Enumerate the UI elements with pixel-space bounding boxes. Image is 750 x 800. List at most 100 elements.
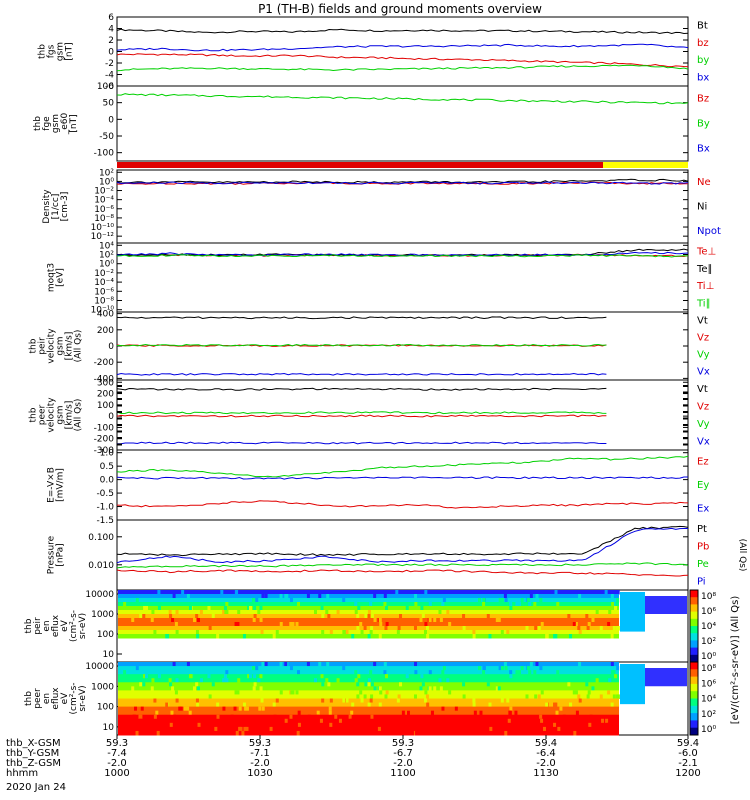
heatmap-speckle: [426, 702, 430, 708]
heatmap-speckle: [214, 726, 218, 732]
heatmap-speckle: [428, 670, 432, 675]
y-tick-label: 200: [97, 390, 114, 400]
y-axis-label: _e60: [60, 112, 70, 135]
heatmap-band: [118, 686, 619, 691]
heatmap-speckle: [542, 726, 546, 732]
heatmap-band: [118, 618, 619, 623]
colorbar-segment: [690, 705, 698, 714]
heatmap-speckle: [446, 678, 450, 683]
heatmap-speckle: [319, 718, 323, 724]
y-axis-label: sr-eV): [78, 685, 88, 711]
heatmap-speckle: [515, 602, 519, 607]
heatmap-speckle: [257, 610, 261, 615]
heatmap-speckle: [191, 726, 195, 732]
colorbar-tick-label: 10⁴: [701, 695, 716, 705]
heatmap-speckle: [595, 678, 599, 683]
heatmap-speckle: [223, 606, 227, 611]
y-axis-label: thb: [24, 691, 34, 706]
heatmap-band: [118, 710, 619, 716]
x-tick-label: 1100: [390, 768, 415, 779]
heatmap-speckle: [383, 662, 387, 667]
colorbar-tick-label: 10⁶: [701, 607, 716, 617]
heatmap-speckle: [329, 630, 333, 635]
heatmap-speckle: [517, 670, 521, 675]
x-tick-label: 59.3: [249, 738, 271, 749]
series-line-Ti∥: [116, 254, 689, 258]
heatmap-speckle: [561, 722, 565, 728]
heatmap-speckle: [220, 590, 224, 595]
colorbar-tick-label: 10²: [701, 637, 716, 647]
heatmap-speckle: [517, 602, 521, 607]
y-axis-label: [km/s]: [65, 332, 75, 361]
heatmap-speckle: [535, 594, 539, 599]
heatmap-speckle: [539, 714, 543, 720]
heatmap-speckle: [539, 598, 543, 603]
heatmap-speckle: [255, 730, 259, 736]
heatmap-speckle: [495, 718, 499, 724]
heatmap-speckle: [556, 602, 560, 607]
heatmap-speckle: [253, 674, 257, 679]
heatmap-speckle: [338, 718, 342, 724]
heatmap-speckle: [421, 682, 425, 687]
y-axis-label: sr-eV): [78, 613, 88, 639]
heatmap-speckle: [150, 618, 154, 623]
heatmap-speckle: [441, 706, 445, 712]
heatmap-speckle: [165, 702, 169, 708]
colorbar-frame: [689, 661, 699, 736]
heatmap-speckle: [258, 706, 262, 712]
x-row-label: hhmm: [6, 768, 38, 779]
heatmap-speckle: [384, 626, 388, 631]
heatmap-speckle: [554, 590, 558, 595]
heatmap-speckle: [607, 722, 611, 728]
heatmap-speckle: [140, 706, 144, 712]
heatmap-speckle: [251, 598, 255, 603]
heatmap-speckle: [488, 702, 492, 708]
panel-frame: [116, 16, 689, 87]
heatmap-speckle: [188, 674, 192, 679]
heatmap-band: [118, 718, 619, 724]
series-line-By: [116, 93, 689, 105]
heatmap-speckle: [144, 674, 148, 679]
heatmap-speckle: [406, 710, 410, 716]
y-tick-label: -300: [94, 446, 115, 456]
heatmap-speckle: [482, 670, 486, 675]
heatmap-speckle: [533, 602, 537, 607]
heatmap-speckle: [567, 682, 571, 687]
heatmap-speckle: [411, 590, 415, 595]
x-tick-label: -2.0: [107, 758, 127, 769]
heatmap-speckle: [428, 602, 432, 607]
heatmap-speckle: [540, 622, 544, 627]
colorbar-tick-label: 10⁰: [701, 725, 716, 735]
heatmap-speckle: [342, 630, 346, 635]
series-line-Pb: [116, 569, 689, 577]
colorbar-segment: [690, 633, 698, 641]
y-tick-label: -100: [94, 423, 115, 433]
heatmap-speckle: [486, 682, 490, 687]
heatmap-speckle: [272, 634, 276, 639]
y-tick-label: 10⁰: [99, 260, 114, 270]
colorbar-segment: [690, 698, 698, 707]
colorbar-segment: [690, 662, 698, 670]
heatmap-speckle: [363, 694, 367, 699]
y-tick-label: 4: [108, 25, 114, 35]
heatmap-speckle: [327, 682, 331, 687]
heatmap-speckle: [526, 666, 530, 671]
colorbar-segment: [690, 647, 698, 656]
heatmap-speckle: [367, 682, 371, 687]
y-tick-label: -4: [105, 71, 114, 81]
heatmap-speckle: [504, 666, 508, 671]
heatmap-speckle: [168, 678, 172, 683]
heatmap-speckle: [419, 686, 423, 691]
heatmap-speckle: [307, 714, 311, 720]
heatmap-speckle: [472, 630, 476, 635]
heatmap-speckle: [269, 726, 273, 732]
legend-entry: Ti⊥: [696, 281, 714, 292]
heatmap-speckle: [504, 730, 508, 736]
colorbar-segment: [690, 676, 698, 685]
y-tick-label: 100: [97, 82, 114, 92]
heatmap-speckle: [535, 662, 539, 667]
heatmap-speckle: [174, 622, 178, 627]
heatmap-speckle: [321, 630, 325, 635]
heatmap-speckle: [342, 698, 346, 704]
heatmap-speckle: [477, 666, 481, 671]
